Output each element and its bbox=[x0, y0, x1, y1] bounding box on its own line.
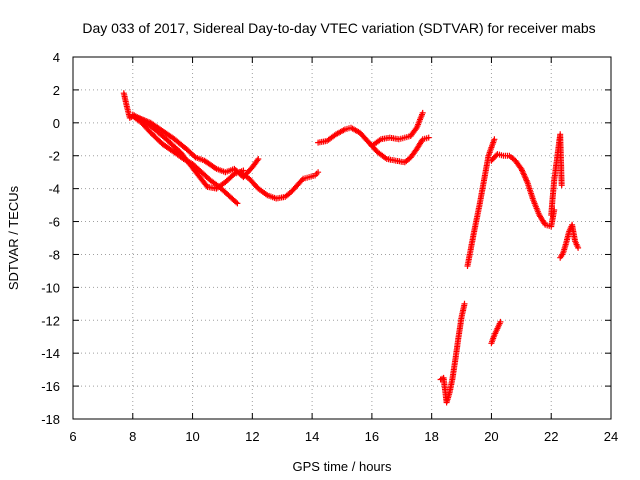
y-axis-tick-labels: 4 2 0 -2 -4 -6 -8 -10 -12 -14 -16 -18 bbox=[41, 50, 60, 427]
y-tick-label: -12 bbox=[41, 313, 60, 328]
data-point-track-5 bbox=[425, 134, 432, 141]
y-tick-label: 2 bbox=[53, 83, 60, 98]
y-tick-label: 0 bbox=[53, 116, 60, 131]
y-tick-label: -4 bbox=[48, 182, 60, 197]
x-tick-label: 12 bbox=[245, 429, 259, 444]
x-tick-label: 16 bbox=[365, 429, 379, 444]
data-point-track-3 bbox=[255, 156, 262, 162]
y-tick-label: -14 bbox=[41, 346, 60, 361]
y-tick-label: -8 bbox=[48, 247, 60, 262]
data-point-track-6 bbox=[419, 109, 426, 116]
x-axis-tick-labels: 6 8 10 12 14 16 18 20 22 24 bbox=[69, 429, 618, 444]
x-tick-label: 24 bbox=[604, 429, 618, 444]
data-point-track-10 bbox=[493, 152, 500, 159]
y-tick-label: -10 bbox=[41, 280, 60, 295]
data-point-track-1 bbox=[233, 199, 240, 206]
y-axis-label: SDTVAR / TECUs bbox=[6, 185, 21, 290]
data-point-track-11 bbox=[558, 182, 565, 189]
data-points bbox=[120, 90, 582, 406]
y-tick-label: -16 bbox=[41, 379, 60, 394]
chart-title: Day 033 of 2017, Sidereal Day-to-day VTE… bbox=[82, 20, 595, 36]
x-tick-label: 22 bbox=[544, 429, 558, 444]
x-tick-label: 8 bbox=[129, 429, 136, 444]
axis-ticks bbox=[72, 56, 612, 420]
x-tick-label: 14 bbox=[305, 429, 319, 444]
y-tick-label: -18 bbox=[41, 412, 60, 427]
y-tick-label: -2 bbox=[48, 149, 60, 164]
x-tick-label: 6 bbox=[69, 429, 76, 444]
y-tick-label: 4 bbox=[53, 50, 60, 65]
x-tick-label: 18 bbox=[424, 429, 438, 444]
y-tick-label: -6 bbox=[48, 215, 60, 230]
data-point-track-4 bbox=[298, 177, 305, 184]
x-axis-label: GPS time / hours bbox=[293, 459, 392, 474]
data-point-track-12 bbox=[575, 244, 582, 251]
data-point-track-7 bbox=[461, 300, 468, 307]
grid-lines bbox=[73, 57, 611, 419]
data-point-track-2 bbox=[230, 172, 237, 178]
data-point-track-4 bbox=[315, 169, 322, 176]
x-tick-label: 20 bbox=[484, 429, 498, 444]
data-point-track-1 bbox=[234, 200, 241, 207]
plot-frame bbox=[72, 56, 612, 420]
data-point-track-9 bbox=[497, 318, 504, 325]
x-tick-label: 10 bbox=[185, 429, 199, 444]
data-point-track-8 bbox=[491, 136, 498, 143]
